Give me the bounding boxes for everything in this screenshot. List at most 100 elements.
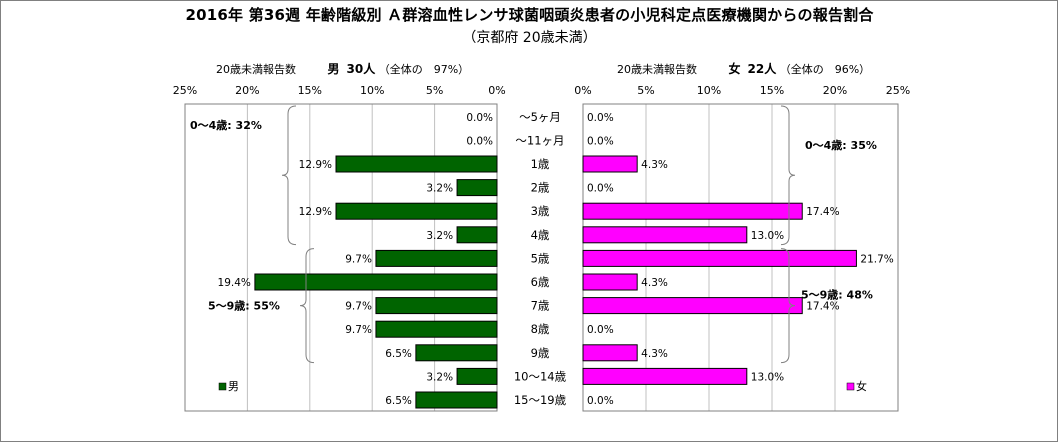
male-value-label: 3.2%: [426, 371, 453, 383]
male-group-brace: [299, 248, 315, 364]
x-tick-label-left: 0%: [488, 84, 505, 97]
male-bar: [415, 344, 498, 362]
female-bar: [582, 155, 638, 173]
bars: [254, 155, 857, 409]
female-value-label: 17.4%: [806, 301, 839, 313]
male-value-label: 0.0%: [466, 135, 493, 147]
male-value-label: 6.5%: [385, 395, 412, 407]
male-header: 20歳未満報告数 男 30人 （全体の 97%）: [216, 60, 469, 77]
female-group-brace: [780, 248, 796, 364]
x-tick-label-left: 20%: [235, 84, 259, 97]
male-bar: [375, 320, 498, 338]
female-value-label: 4.3%: [641, 277, 668, 289]
female-bar: [582, 273, 638, 291]
x-tick-label-right: 10%: [697, 84, 721, 97]
male-value-label: 9.7%: [345, 253, 372, 265]
female-value-label: 0.0%: [587, 135, 614, 147]
male-value-label: 0.0%: [466, 112, 493, 124]
male-bar: [375, 297, 498, 315]
male-value-label: 9.7%: [345, 324, 372, 336]
title-block: 2016年 第36週 年齢階級別 Ａ群溶血性レンサ球菌咽頭炎患者の小児科定点医療…: [0, 4, 1059, 47]
category-label: 2歳: [531, 181, 550, 195]
female-value-label: 13.0%: [751, 230, 784, 242]
male-bar: [375, 249, 498, 267]
category-label: 7歳: [531, 299, 550, 313]
male-value-label: 9.7%: [345, 301, 372, 313]
x-tick-label-right: 5%: [637, 84, 654, 97]
female-value-label: 4.3%: [641, 348, 668, 360]
male-value-label: 19.4%: [218, 277, 251, 289]
axis-tick-labels: 25% 20% 15% 10% 5% 0% 0% 5% 10% 15% 20% 25%: [173, 84, 910, 97]
x-tick-label-left: 5%: [426, 84, 443, 97]
x-tick-label-right: 25%: [886, 84, 910, 97]
female-header: 20歳未満報告数 女 22人 （全体の 96%）: [617, 60, 870, 77]
female-group-label: 0〜4歳: 35%: [805, 138, 877, 152]
category-label: 5歳: [531, 251, 550, 265]
female-header-count: 22人: [747, 62, 777, 76]
x-tick-label-left: 25%: [173, 84, 197, 97]
legend-label-female: 女: [856, 379, 867, 393]
male-bar: [254, 273, 498, 291]
male-header-ratio: （全体の 97%）: [378, 63, 470, 76]
category-label: 3歳: [531, 204, 550, 218]
female-value-label: 4.3%: [641, 159, 668, 171]
category-labels: 〜5ヶ月〜11ヶ月 1歳 2歳 3歳 4歳 5歳 6歳 7歳 8歳 9歳 10〜14歳 15〜19歳: [514, 110, 567, 407]
female-bar: [582, 249, 857, 267]
male-bar: [335, 155, 498, 173]
male-bar: [456, 226, 498, 244]
male-value-label: 6.5%: [385, 348, 412, 360]
male-bar: [335, 202, 498, 220]
chart-subtitle: （京都府 20歳未満）: [462, 30, 597, 46]
female-value-label: 0.0%: [587, 395, 614, 407]
female-group-brace: [780, 105, 796, 246]
female-value-label: 17.4%: [806, 206, 839, 218]
x-tick-label-left: 10%: [360, 84, 384, 97]
male-value-label: 3.2%: [426, 230, 453, 242]
legend-swatch-female: [846, 382, 855, 391]
male-group-label: 5〜9歳: 55%: [208, 299, 280, 313]
x-tick-label-right: 15%: [760, 84, 784, 97]
value-labels: 0.0% 0.0% 0.0% 0.0% 12.9% 4.3% 3.2% 0.0% 12.9% 17…: [218, 112, 894, 407]
male-value-label: 12.9%: [299, 206, 332, 218]
category-label: 1歳: [531, 157, 550, 171]
female-value-label: 0.0%: [587, 183, 614, 195]
category-label: 6歳: [531, 275, 550, 289]
x-tick-label-right: 20%: [823, 84, 847, 97]
legend: 男女: [218, 379, 867, 393]
category-label: 〜11ヶ月: [515, 133, 564, 147]
female-bar: [582, 202, 803, 220]
male-value-label: 3.2%: [426, 183, 453, 195]
legend-swatch-male: [218, 382, 227, 391]
male-bar: [456, 367, 498, 385]
male-group-brace: [281, 105, 297, 246]
female-value-label: 0.0%: [587, 324, 614, 336]
female-header-ratio: （全体の 96%）: [779, 63, 871, 76]
age-group-annotations: 0〜4歳: 32% 5〜9歳: 55% 0〜4歳: 35% 5〜9歳: 48%: [190, 105, 877, 364]
legend-label-male: 男: [228, 380, 239, 393]
male-bar: [415, 391, 498, 409]
female-header-sex: 女: [728, 62, 741, 76]
category-label: 9歳: [531, 346, 550, 360]
category-label: 15〜19歳: [514, 393, 567, 407]
category-label: 10〜14歳: [514, 369, 567, 383]
category-label: 4歳: [531, 228, 550, 242]
female-bar: [582, 297, 803, 315]
male-header-label: 20歳未満報告数: [216, 63, 296, 76]
male-group-label: 0〜4歳: 32%: [190, 118, 262, 132]
female-value-label: 21.7%: [860, 253, 893, 265]
x-tick-label-left: 15%: [298, 84, 322, 97]
female-header-label: 20歳未満報告数: [617, 63, 697, 76]
female-bar: [582, 367, 748, 385]
female-value-label: 0.0%: [587, 112, 614, 124]
category-label: 〜5ヶ月: [519, 110, 561, 124]
chart-title: 2016年 第36週 年齢階級別 Ａ群溶血性レンサ球菌咽頭炎患者の小児科定点医療…: [185, 6, 874, 24]
male-bar: [456, 179, 498, 197]
female-value-label: 13.0%: [751, 371, 784, 383]
male-header-sex: 男: [327, 62, 340, 76]
x-tick-label-right: 0%: [574, 84, 591, 97]
female-bar: [582, 226, 748, 244]
category-label: 8歳: [531, 322, 550, 336]
